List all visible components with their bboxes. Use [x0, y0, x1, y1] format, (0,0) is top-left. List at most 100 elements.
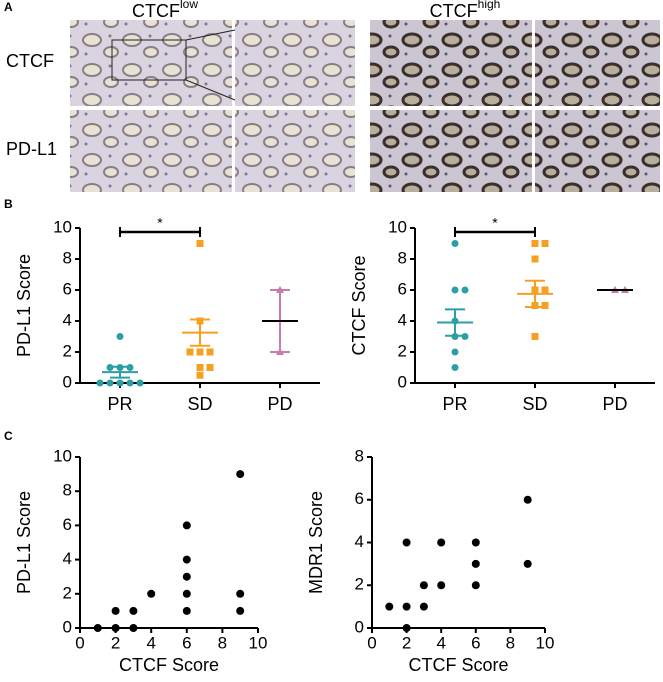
x-tick-label: 4 [436, 633, 445, 652]
panel-a-images [70, 20, 660, 192]
data-point [182, 521, 191, 530]
data-point [111, 606, 120, 615]
x-tick-label: PD [267, 394, 292, 414]
data-point [147, 589, 156, 598]
data-point [531, 333, 539, 340]
y-tick-label: 6 [355, 489, 364, 508]
x-tick-label: SD [522, 394, 547, 414]
panel-label: C [4, 429, 13, 443]
data-point [196, 371, 204, 379]
data-point [236, 606, 245, 615]
micrograph-zoom [235, 110, 355, 192]
zoom-line [185, 29, 236, 41]
data-point [523, 559, 532, 568]
micrograph [70, 110, 232, 192]
x-tick-label: 4 [146, 633, 155, 652]
data-point [129, 606, 138, 615]
y-tick-label: 10 [388, 217, 407, 236]
x-tick-label: 8 [218, 633, 227, 652]
column-header: CTCFhigh [430, 0, 501, 21]
data-point [419, 581, 428, 590]
data-point [126, 379, 134, 387]
data-point [402, 624, 411, 632]
data-point [236, 470, 245, 479]
data-point [471, 559, 480, 568]
data-point [437, 538, 446, 547]
column-label: CTCF [430, 1, 478, 21]
y-tick-label: 4 [63, 310, 72, 329]
zoom-line [185, 79, 236, 101]
micrograph-zoom [535, 20, 660, 106]
data-point [451, 240, 459, 247]
data-point [182, 589, 191, 598]
x-tick-label: 6 [471, 633, 480, 652]
y-tick-label: 6 [63, 515, 72, 534]
y-tick-label: 0 [398, 372, 407, 391]
x-tick-label: 2 [111, 633, 120, 652]
y-axis-title: CTCF Score [349, 255, 369, 355]
data-point [402, 538, 411, 547]
micrograph-zoom [235, 20, 355, 106]
y-axis-title: MDR1 Score [306, 491, 326, 594]
significance-label: * [157, 215, 163, 231]
data-point [186, 348, 194, 356]
x-tick-label: PR [442, 394, 467, 414]
significance-label: * [492, 215, 498, 231]
x-tick-label: 8 [506, 633, 515, 652]
data-point [461, 286, 469, 294]
y-axis-title: PD-L1 Score [14, 254, 34, 357]
data-point [385, 602, 394, 611]
x-tick-label: 10 [536, 633, 555, 652]
data-point [451, 364, 459, 371]
y-tick-label: 8 [398, 248, 407, 267]
y-tick-label: 2 [63, 583, 72, 602]
data-point [106, 379, 114, 387]
data-point [196, 348, 204, 356]
data-point [196, 364, 204, 371]
micrograph [370, 110, 532, 192]
data-point [531, 255, 539, 263]
data-point [206, 364, 214, 371]
x-tick-label: 2 [402, 633, 411, 652]
micrograph-zoom [535, 110, 660, 192]
panel-label: A [4, 0, 13, 14]
data-point [541, 302, 549, 309]
x-tick-label: PD [602, 394, 627, 414]
data-point [523, 495, 532, 504]
column-superscript: high [478, 0, 501, 11]
data-point [116, 333, 124, 340]
data-point [531, 240, 539, 247]
x-tick-label: 6 [182, 633, 191, 652]
data-point [111, 624, 120, 632]
y-tick-label: 8 [63, 248, 72, 267]
y-tick-label: 8 [63, 481, 72, 500]
y-tick-label: 4 [355, 532, 364, 551]
row-label: PD-L1 [6, 139, 57, 159]
y-axis-title: PD-L1 Score [14, 491, 34, 594]
data-point [471, 581, 480, 590]
row-label: CTCF [6, 51, 54, 71]
column-label: CTCF [132, 1, 180, 21]
micrograph [70, 20, 232, 106]
y-tick-label: 6 [398, 279, 407, 298]
data-point [451, 348, 459, 356]
data-point [541, 240, 549, 247]
y-tick-label: 10 [53, 217, 72, 236]
x-tick-label: 0 [75, 633, 84, 652]
x-tick-label: SD [187, 394, 212, 414]
data-point [96, 379, 104, 387]
data-point [419, 602, 428, 611]
data-point [437, 581, 446, 590]
data-point [93, 624, 102, 632]
y-tick-label: 10 [53, 446, 72, 465]
data-point [196, 240, 204, 247]
x-tick-label: 10 [249, 633, 268, 652]
x-axis-title: CTCF Score [119, 655, 219, 675]
data-point [402, 602, 411, 611]
y-tick-label: 8 [355, 446, 364, 465]
y-tick-label: 2 [398, 341, 407, 360]
x-tick-label: 0 [367, 633, 376, 652]
data-point [136, 379, 144, 387]
column-header: CTCFlow [132, 0, 198, 21]
data-point [129, 624, 138, 632]
